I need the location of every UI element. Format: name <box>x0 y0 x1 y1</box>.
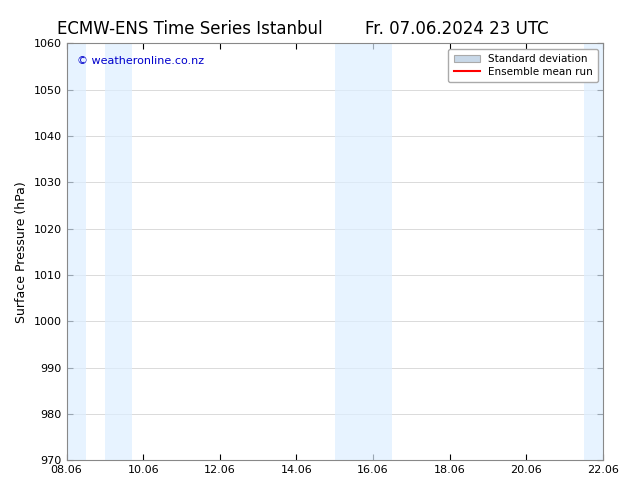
Text: ECMW-ENS Time Series Istanbul: ECMW-ENS Time Series Istanbul <box>58 20 323 38</box>
Text: Fr. 07.06.2024 23 UTC: Fr. 07.06.2024 23 UTC <box>365 20 548 38</box>
Bar <box>584 44 603 460</box>
Bar <box>105 44 132 460</box>
Text: © weatheronline.co.nz: © weatheronline.co.nz <box>77 56 204 66</box>
Bar <box>335 44 392 460</box>
Legend: Standard deviation, Ensemble mean run: Standard deviation, Ensemble mean run <box>448 49 598 82</box>
Bar <box>67 44 86 460</box>
Y-axis label: Surface Pressure (hPa): Surface Pressure (hPa) <box>15 181 28 323</box>
